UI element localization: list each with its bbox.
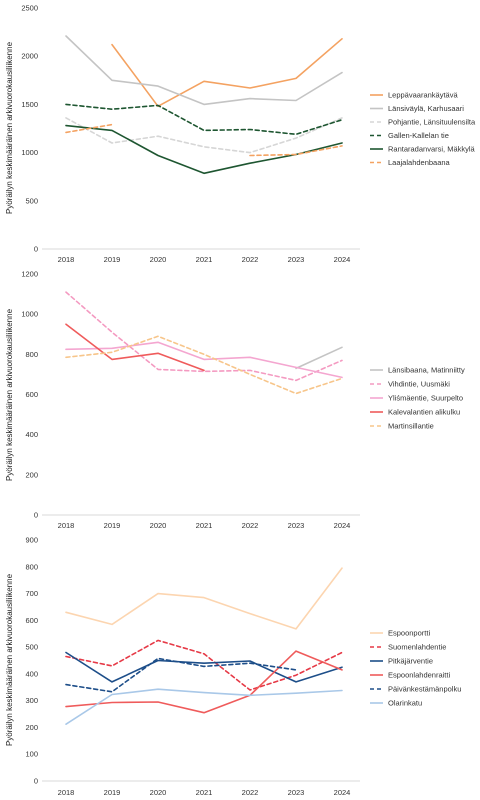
series-line — [65, 657, 297, 693]
x-tick-label: 2019 — [104, 788, 121, 797]
legend-label: Gallen-Kallelan tie — [388, 131, 449, 140]
x-tick-label: 2021 — [196, 788, 213, 797]
y-tick-label: 2000 — [21, 52, 38, 61]
series-line — [295, 346, 343, 370]
legend-label: Laajalahdenbaana — [388, 158, 451, 167]
legend-label: Länsibaana, Matinniitty — [388, 366, 465, 375]
legend-label: Leppävaarankäytävä — [388, 91, 458, 100]
y-tick-label: 0 — [34, 245, 38, 254]
legend-label: Martinsillantie — [388, 422, 434, 431]
y-axis-label: Pyöräilyn keskimääräinen arkivuorokausil… — [5, 573, 14, 746]
x-tick-label: 2020 — [150, 255, 167, 264]
y-tick-label: 600 — [25, 616, 38, 625]
y-tick-label: 200 — [25, 723, 38, 732]
legend-label: Vihdintie, Uusmäki — [388, 380, 450, 389]
x-tick-label: 2023 — [288, 521, 305, 530]
legend-label: Rantaradanvarsi, Mäkkylä — [388, 145, 476, 154]
x-tick-label: 2020 — [150, 521, 167, 530]
y-tick-label: 800 — [25, 562, 38, 571]
series-line — [65, 335, 343, 395]
legend-label: Päivänkestämänpolku — [388, 685, 461, 694]
x-tick-label: 2020 — [150, 788, 167, 797]
y-tick-label: 1200 — [21, 270, 38, 279]
x-tick-label: 2023 — [288, 255, 305, 264]
x-tick-label: 2024 — [334, 255, 351, 264]
y-tick-label: 400 — [25, 669, 38, 678]
series-line — [65, 323, 205, 372]
y-tick-label: 800 — [25, 350, 38, 359]
series-line — [65, 639, 343, 691]
x-tick-label: 2023 — [288, 788, 305, 797]
series-line — [65, 123, 343, 157]
legend-label: Kalevalantien alikulku — [388, 408, 460, 417]
x-tick-label: 2019 — [104, 255, 121, 264]
series-line — [65, 567, 343, 630]
legend-label: Pitkäjärventie — [388, 657, 433, 666]
x-tick-label: 2024 — [334, 788, 351, 797]
y-tick-label: 2500 — [21, 4, 38, 13]
y-tick-label: 100 — [25, 750, 38, 759]
legend-label: Suomenlahdentie — [388, 643, 446, 652]
y-axis-label: Pyöräilyn keskimääräinen arkivuorokausil… — [5, 41, 14, 214]
legend-label: Espoonportti — [388, 629, 430, 638]
y-tick-label: 1000 — [21, 310, 38, 319]
series-line — [65, 103, 343, 136]
series-line — [65, 291, 343, 382]
y-tick-label: 500 — [25, 643, 38, 652]
series-line — [111, 38, 343, 108]
x-tick-label: 2021 — [196, 255, 213, 264]
x-tick-label: 2022 — [242, 255, 259, 264]
x-tick-label: 2019 — [104, 521, 121, 530]
y-tick-label: 400 — [25, 430, 38, 439]
x-tick-label: 2018 — [58, 788, 75, 797]
y-axis-label: Pyöräilyn keskimääräinen arkivuorokausil… — [5, 308, 14, 481]
x-tick-label: 2024 — [334, 521, 351, 530]
legend-label: Länsiväylä, Karhusaari — [388, 104, 464, 113]
legend-label: Yliśmäentie, Suurpelto — [388, 394, 463, 403]
series-line — [65, 651, 343, 683]
x-tick-label: 2021 — [196, 521, 213, 530]
x-tick-label: 2018 — [58, 521, 75, 530]
series-line — [65, 688, 343, 725]
y-tick-label: 700 — [25, 589, 38, 598]
legend-label: Pohjantie, Länsituulensilta — [388, 118, 476, 127]
legend-label: Olarinkatu — [388, 699, 422, 708]
y-tick-label: 1000 — [21, 148, 38, 157]
x-tick-label: 2018 — [58, 255, 75, 264]
y-tick-label: 900 — [25, 536, 38, 545]
y-tick-label: 600 — [25, 390, 38, 399]
y-tick-label: 500 — [25, 196, 38, 205]
series-line — [65, 341, 343, 379]
legend-label: Espoonlahdenraitti — [388, 671, 450, 680]
y-tick-label: 200 — [25, 470, 38, 479]
y-tick-label: 0 — [34, 777, 38, 786]
series-line — [65, 650, 343, 714]
y-tick-label: 0 — [34, 511, 38, 520]
y-tick-label: 1500 — [21, 100, 38, 109]
y-tick-label: 300 — [25, 696, 38, 705]
series-line — [65, 117, 343, 154]
x-tick-label: 2022 — [242, 788, 259, 797]
x-tick-label: 2022 — [242, 521, 259, 530]
series-line — [65, 35, 343, 106]
